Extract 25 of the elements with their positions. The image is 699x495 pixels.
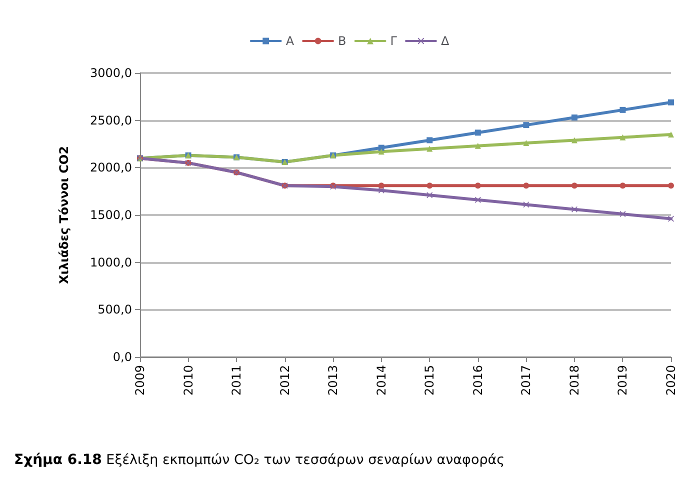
y-axis-title: Χιλιάδες Τόννοι CO2 [57,146,71,284]
y-tick-label: 2500,0 [90,113,132,128]
legend-label: Β [338,34,346,48]
x-tick-label: 2012 [278,365,292,396]
x-tick-label: 2019 [616,365,630,396]
y-tick-label: 1000,0 [90,255,132,270]
x-tick-label: 2010 [181,365,196,396]
legend-label: Γ [390,34,398,48]
x-tick-label: 2009 [133,365,147,396]
x-tick-label: 2018 [567,365,582,396]
legend-label: Δ [440,34,450,48]
y-tick-label: 3000,0 [90,66,132,80]
legend-label: Α [286,34,295,48]
x-tick-label: 2013 [326,365,340,396]
x-tick-label: 2015 [422,365,437,396]
x-tick-label: 2020 [664,365,678,396]
x-tick-label: 2016 [470,365,485,396]
text: Σχήμα 6.18 Εξέλιξη εκπομπών CO₂ των τεσσάρων σεναρίων αναφοράς [14,452,505,468]
y-tick-label: 500,0 [98,302,132,317]
y-tick-label: 0,0 [112,350,132,364]
y-tick-label: 2000,0 [90,160,132,175]
x-tick-label: 2017 [519,365,534,396]
x-tick-label: 2011 [230,365,244,396]
y-tick-label: 1500,0 [90,208,132,222]
x-tick-label: 2014 [374,365,388,396]
